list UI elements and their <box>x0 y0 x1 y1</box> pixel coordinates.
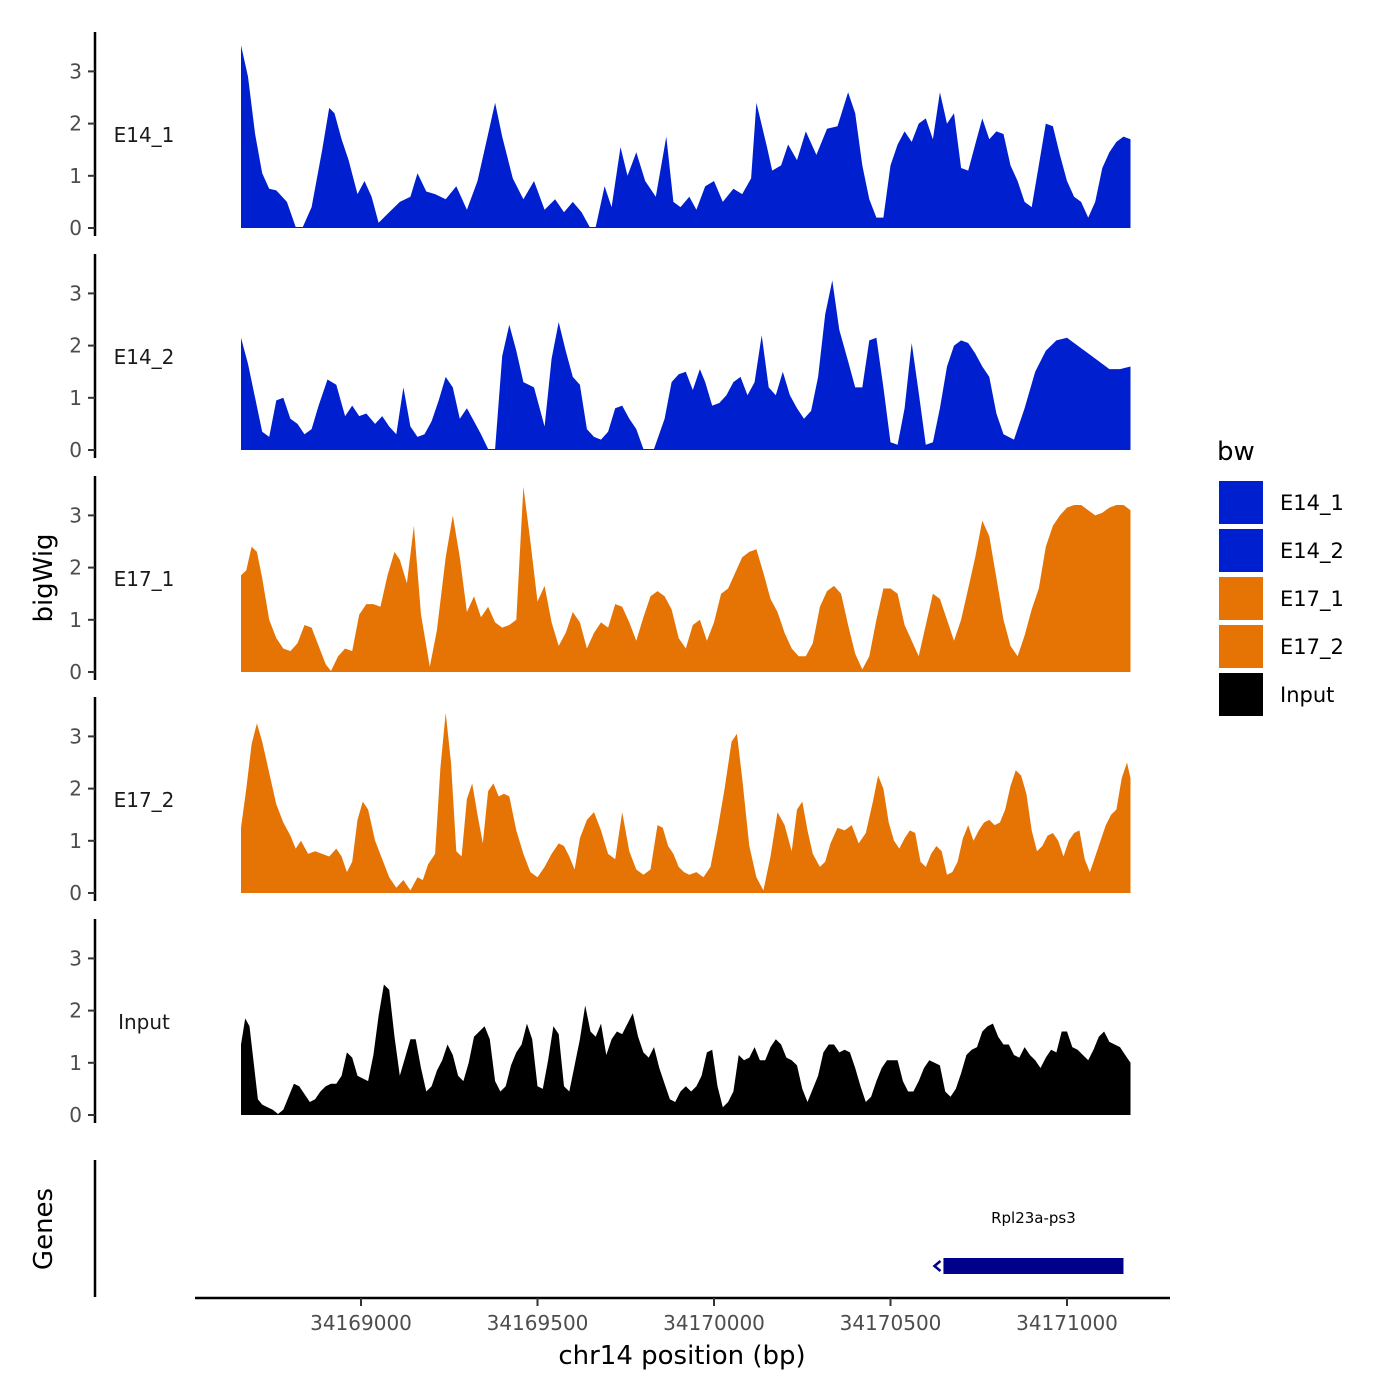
legend-swatch <box>1219 577 1263 620</box>
gene-label: Rpl23a-ps3 <box>991 1209 1076 1227</box>
legend-label: E14_2 <box>1280 539 1344 564</box>
legend-item-E17_2: E17_2 <box>1219 625 1344 668</box>
track-label: E17_2 <box>114 788 175 812</box>
area-E14_1 <box>241 45 1131 228</box>
y-tick-label: 0 <box>69 438 82 462</box>
y-tick-label: 1 <box>69 386 82 410</box>
legend-label: E14_1 <box>1280 491 1344 516</box>
track-E17_2: 0 1 2 3 E17_2 <box>69 697 1131 905</box>
legend-swatch <box>1219 529 1263 572</box>
x-tick-label: 34170500 <box>840 1311 942 1335</box>
y-tick-label: 3 <box>69 724 82 748</box>
y-tick-label: 2 <box>69 777 82 801</box>
y-tick-label: 3 <box>69 503 82 527</box>
area-E17_1 <box>241 486 1131 672</box>
track-E14_1: 0 1 2 3 E14_1 <box>69 32 1131 240</box>
track-label: E14_1 <box>114 123 175 147</box>
y-tick-label: 3 <box>69 59 82 83</box>
y-tick-label: 0 <box>69 216 82 240</box>
legend-item-E14_2: E14_2 <box>1219 529 1344 572</box>
y-tick-label: 2 <box>69 112 82 136</box>
y-tick-label: 1 <box>69 608 82 632</box>
legend-title: bw <box>1217 437 1255 467</box>
x-axis: 34169000 34169500 34170000 34170500 34171000 <box>195 1296 1170 1335</box>
legend-swatch <box>1219 625 1263 668</box>
x-tick-label: 34171000 <box>1016 1311 1118 1335</box>
genes-track: Genes Rpl23a-ps3 <box>29 1160 1124 1297</box>
genes-title: Genes <box>29 1188 59 1270</box>
legend-label: E17_1 <box>1280 587 1344 612</box>
gene-body <box>943 1258 1124 1274</box>
legend-swatch <box>1219 481 1263 524</box>
tracks-layer: 0 1 2 3 E14_1 0 1 2 3 E14_2 0 1 2 3 E17_1 0 1 2 3 E17_2 0 1 2 3… <box>69 32 1131 1127</box>
track-E17_1: 0 1 2 3 E17_1 <box>69 476 1131 684</box>
x-tick-label: 34170000 <box>663 1311 765 1335</box>
area-Input <box>241 984 1131 1115</box>
track-Input: 0 1 2 3 Input <box>69 919 1131 1127</box>
legend-item-Input: Input <box>1219 673 1334 716</box>
track-E14_2: 0 1 2 3 E14_2 <box>69 254 1131 462</box>
legend-label: Input <box>1280 683 1334 707</box>
y-tick-label: 1 <box>69 1051 82 1075</box>
y-tick-label: 1 <box>69 164 82 188</box>
area-E14_2 <box>241 280 1131 450</box>
track-label: Input <box>118 1010 170 1034</box>
y-tick-label: 2 <box>69 999 82 1023</box>
y-tick-label: 2 <box>69 556 82 580</box>
y-tick-label: 3 <box>69 281 82 305</box>
area-E17_2 <box>241 712 1131 893</box>
y-tick-label: 2 <box>69 334 82 358</box>
y-tick-label: 0 <box>69 660 82 684</box>
y-tick-label: 0 <box>69 881 82 905</box>
legend-item-E17_1: E17_1 <box>1219 577 1344 620</box>
legend-swatch <box>1219 673 1263 716</box>
x-tick-label: 34169000 <box>310 1311 412 1335</box>
y-axis-title: bigWig <box>29 533 59 622</box>
track-label: E17_1 <box>114 567 175 591</box>
strand-arrow-icon <box>932 1260 942 1272</box>
x-axis-title: chr14 position (bp) <box>558 1341 805 1371</box>
y-tick-label: 0 <box>69 1103 82 1127</box>
y-tick-label: 3 <box>69 946 82 970</box>
legend-item-E14_1: E14_1 <box>1219 481 1344 524</box>
x-tick-label: 34169500 <box>487 1311 589 1335</box>
y-tick-label: 1 <box>69 829 82 853</box>
legend-label: E17_2 <box>1280 635 1344 660</box>
track-label: E14_2 <box>114 345 175 369</box>
legend: bw E14_1 E14_2 E17_1 E17_2 Input <box>1217 437 1344 716</box>
